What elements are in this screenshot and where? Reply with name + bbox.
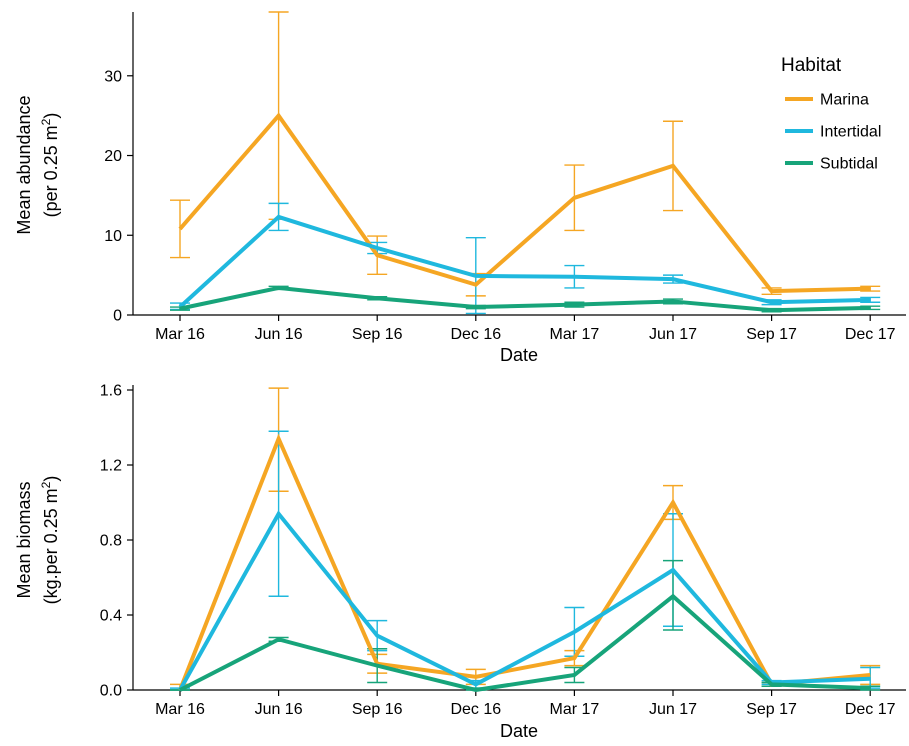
biomass-y-tick-label: 1.2 xyxy=(100,458,122,475)
biomass-x-tick-label: Dec 16 xyxy=(450,701,501,718)
abundance-y-tick-label: 10 xyxy=(104,228,122,245)
abundance-panel: 0 10 20 30 Mar 16 Jun 16 Sep 16 Dec 16 Mar 17 Ju… xyxy=(14,11,906,365)
abundance-x-tick-label: Dec 17 xyxy=(845,326,896,343)
abundance-y-ticks: 0 10 20 30 xyxy=(104,68,133,325)
biomass-intertidal-error-bars xyxy=(170,430,881,691)
biomass-y-axis-subtitle: (kg.per 0.25 m2) xyxy=(39,476,61,605)
svg-text:(kg.per 0.25 m2): (kg.per 0.25 m2) xyxy=(39,476,61,605)
abundance-y-axis-title: Mean abundance xyxy=(14,95,34,234)
abundance-x-tick-label: Jun 16 xyxy=(255,326,303,343)
biomass-y-tick-label: 0.4 xyxy=(100,608,122,625)
abundance-x-tick-label: Sep 16 xyxy=(352,326,403,343)
svg-text:(per 0.25 m2): (per 0.25 m2) xyxy=(39,113,61,218)
abundance-x-tick-label: Dec 16 xyxy=(450,326,501,343)
abundance-x-tick-label: Mar 16 xyxy=(155,326,205,343)
biomass-x-tick-label: Sep 17 xyxy=(746,701,797,718)
legend-label-subtidal: Subtidal xyxy=(820,156,878,173)
abundance-y-tick-label: 0 xyxy=(113,308,122,325)
legend-label-marina: Marina xyxy=(820,92,869,109)
abundance-x-tick-label: Mar 17 xyxy=(550,326,600,343)
biomass-subtidal-line xyxy=(179,593,871,693)
biomass-marina-line xyxy=(178,433,871,691)
biomass-y-ticks: 0.0 0.4 0.8 1.2 1.6 xyxy=(100,383,133,700)
biomass-y-axis-title: Mean biomass xyxy=(14,481,34,598)
biomass-y-tick-label: 0.0 xyxy=(100,683,122,700)
biomass-x-ticks: Mar 16 Jun 16 Sep 16 Dec 16 Mar 17 Jun 17 Sep … xyxy=(155,690,896,718)
abundance-marina-line xyxy=(178,112,871,294)
legend-title: Habitat xyxy=(781,55,842,76)
biomass-y-tick-label: 0.8 xyxy=(100,533,122,550)
biomass-x-tick-label: Mar 17 xyxy=(550,701,600,718)
biomass-x-tick-label: Jun 16 xyxy=(255,701,303,718)
biomass-marina-error-bars xyxy=(170,387,881,691)
biomass-series xyxy=(170,387,881,693)
biomass-panel: 0.0 0.4 0.8 1.2 1.6 Mar 16 Jun 16 Sep 16 Dec 16… xyxy=(14,383,906,741)
biomass-y-tick-label: 1.6 xyxy=(100,383,122,400)
abundance-y-tick-label: 20 xyxy=(104,148,122,165)
biomass-intertidal-line xyxy=(178,510,871,691)
biomass-subtidal-error-bars xyxy=(170,559,881,691)
abundance-x-ticks: Mar 16 Jun 16 Sep 16 Dec 16 Mar 17 Jun 17 Sep … xyxy=(155,315,896,343)
abundance-y-tick-label: 30 xyxy=(104,68,122,85)
legend-items: Marina Intertidal Subtidal xyxy=(785,92,881,173)
legend: Habitat Marina Intertidal Subtidal xyxy=(781,55,881,173)
abundance-x-tick-label: Sep 17 xyxy=(746,326,797,343)
biomass-x-tick-label: Jun 17 xyxy=(649,701,697,718)
biomass-x-tick-label: Dec 17 xyxy=(845,701,896,718)
biomass-x-axis-title: Date xyxy=(500,721,538,741)
svg-text:Mean abundance: Mean abundance xyxy=(14,95,34,234)
abundance-subtidal-line xyxy=(179,285,871,313)
abundance-series xyxy=(170,11,881,315)
legend-label-intertidal: Intertidal xyxy=(820,124,881,141)
biomass-x-tick-label: Mar 16 xyxy=(155,701,205,718)
abundance-marina-error-bars xyxy=(170,11,881,297)
abundance-y-axis-subtitle: (per 0.25 m2) xyxy=(39,113,61,218)
abundance-x-tick-label: Jun 17 xyxy=(649,326,697,343)
abundance-intertidal-line xyxy=(178,214,871,309)
biomass-x-tick-label: Sep 16 xyxy=(352,701,403,718)
abundance-x-axis-title: Date xyxy=(500,345,538,365)
svg-text:Mean biomass: Mean biomass xyxy=(14,481,34,598)
